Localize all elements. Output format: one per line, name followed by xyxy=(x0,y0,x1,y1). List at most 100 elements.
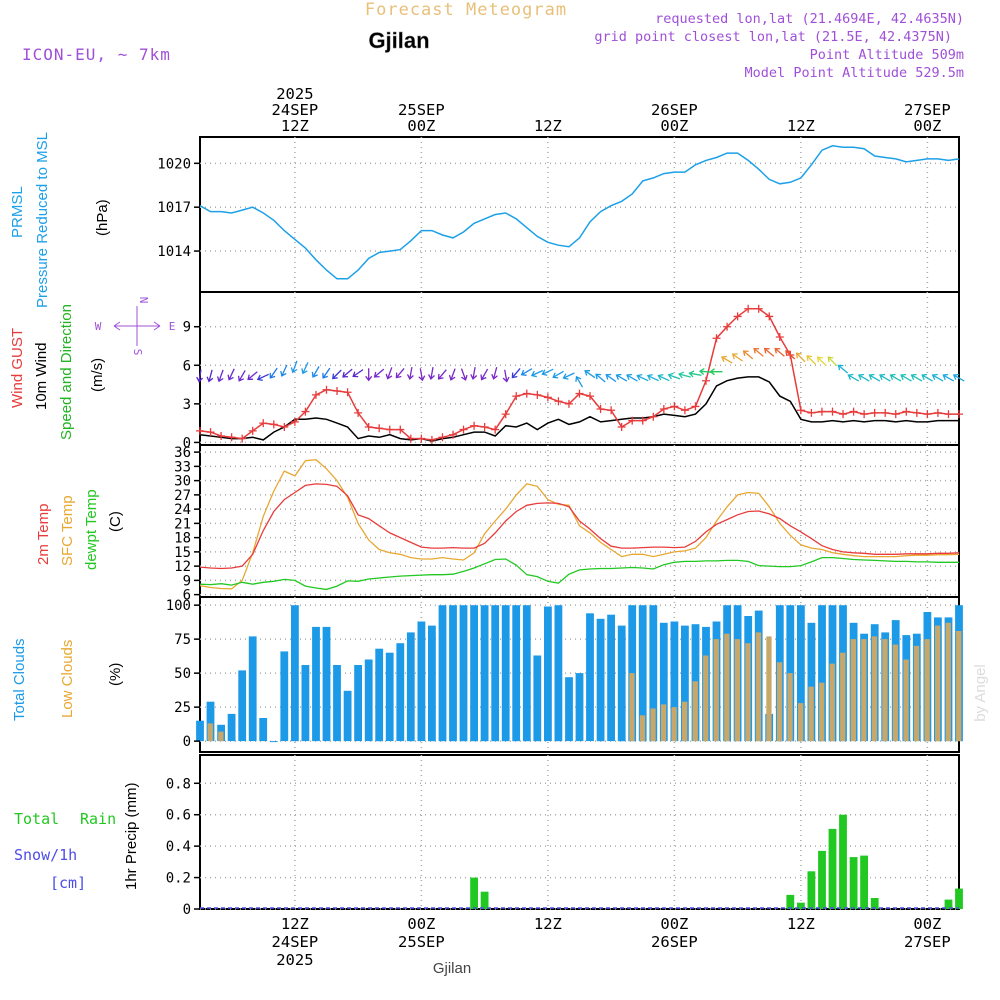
gridpoint-coords: grid point closest lon,lat (21.5E, 42.43… xyxy=(594,29,952,45)
gust-marker xyxy=(311,390,320,399)
low-cloud-bar xyxy=(787,673,793,742)
wind-direction-arrow xyxy=(952,373,965,382)
total-cloud-bar xyxy=(638,605,647,742)
gust-marker xyxy=(385,425,394,434)
footer-location: Gjilan xyxy=(433,960,471,977)
total-cloud-bar xyxy=(512,605,521,742)
low-cloud-bar xyxy=(808,686,814,742)
low-cloud-bar xyxy=(935,625,941,742)
gust-marker xyxy=(891,410,900,419)
y-tick-label: 9 xyxy=(183,573,191,589)
wind-label-direction: Speed and Direction xyxy=(58,304,75,440)
time-tick-label-bottom: 12Z xyxy=(281,915,309,933)
clouds-label-low: Low Clouds xyxy=(59,640,76,718)
total-cloud-bar xyxy=(459,605,468,742)
time-tick-label-bottom: 12Z xyxy=(787,915,815,933)
gust-marker xyxy=(828,407,837,416)
y-tick-label: 30 xyxy=(174,474,191,490)
wind-direction-arrow xyxy=(470,366,478,380)
location-title: Gjilan xyxy=(368,28,429,53)
time-tick-label-top: 12Z xyxy=(534,117,562,135)
gust-marker xyxy=(944,410,953,419)
y-tick-label: 50 xyxy=(174,666,191,682)
total-cloud-bar xyxy=(480,605,489,742)
low-cloud-bar xyxy=(945,622,951,742)
time-tick-label-bottom: 25SEP xyxy=(398,933,445,951)
low-cloud-bar xyxy=(840,652,846,742)
gust-marker xyxy=(354,408,363,417)
wind-direction-arrow xyxy=(709,368,723,376)
gust-marker xyxy=(417,434,426,443)
total-cloud-bar xyxy=(818,605,826,742)
precip-bar xyxy=(480,891,489,909)
gust-marker xyxy=(617,423,626,431)
wind-direction-arrow xyxy=(520,368,533,376)
wind-direction-arrow xyxy=(530,369,544,378)
gust-marker xyxy=(744,304,753,313)
precip-bar xyxy=(807,871,816,909)
wind-direction-arrow xyxy=(827,356,838,367)
total-cloud-bar xyxy=(533,655,542,742)
wind-direction-arrow xyxy=(575,375,584,388)
forecast-title: Forecast Meteogram xyxy=(365,0,567,20)
wind-direction-arrow xyxy=(352,369,364,378)
gust-marker xyxy=(322,385,331,394)
total-cloud-bar xyxy=(375,648,384,742)
gust-marker xyxy=(333,387,342,395)
y-tick-label: 1014 xyxy=(157,244,191,260)
time-tick-label-top: 25SEP xyxy=(398,101,445,119)
gust-marker xyxy=(543,393,552,402)
wind-direction-arrow xyxy=(502,369,510,383)
wind-direction-arrow xyxy=(731,353,743,362)
precip-bar xyxy=(839,814,847,909)
precip-bar xyxy=(944,899,953,909)
precip-label-total: Total xyxy=(14,810,59,828)
low-cloud-bar xyxy=(713,639,719,742)
gust-marker xyxy=(955,410,963,419)
gust-marker xyxy=(364,423,373,431)
total-cloud-bar xyxy=(575,673,584,742)
precip-bar xyxy=(955,888,963,909)
time-tick-label-top: 12Z xyxy=(281,117,309,135)
wind-direction-arrow xyxy=(785,350,796,360)
wind-direction-arrow xyxy=(237,370,246,382)
gust-marker xyxy=(765,312,774,321)
gust-marker xyxy=(554,397,563,406)
precip-panel-frame xyxy=(199,754,960,910)
total-cloud-bar xyxy=(301,665,310,742)
clouds-label-total: Total Clouds xyxy=(11,638,28,721)
gust-marker xyxy=(491,425,500,434)
gust-marker xyxy=(343,388,352,397)
wind-direction-arrow xyxy=(332,369,342,380)
wind-direction-arrow xyxy=(269,367,278,379)
total-cloud-bar xyxy=(470,605,478,742)
temp-label-dewpt: dewpt Temp xyxy=(83,489,100,570)
wind-direction-arrow xyxy=(626,373,638,382)
gust-marker xyxy=(259,419,268,428)
wind-direction-arrow xyxy=(753,347,764,357)
total-cloud-bar xyxy=(659,622,668,742)
y-tick-label: 1020 xyxy=(157,156,191,172)
total-cloud-bar xyxy=(227,713,236,742)
gust-marker xyxy=(849,407,858,416)
gust-marker xyxy=(280,423,289,431)
precip-label-snow: Snow/1h xyxy=(14,846,77,864)
total-cloud-bar xyxy=(259,718,268,742)
wind-direction-arrow xyxy=(460,368,468,381)
wind-direction-arrow xyxy=(365,368,373,382)
precip-bar xyxy=(786,894,795,909)
gust-marker xyxy=(691,402,700,411)
wind-direction-arrow xyxy=(816,356,827,367)
time-tick-label-bottom: 00Z xyxy=(660,915,688,933)
wind-direction-arrow xyxy=(256,373,269,382)
total-cloud-bar xyxy=(670,621,679,742)
wind-direction-arrow xyxy=(406,366,414,380)
gust-marker xyxy=(817,407,826,416)
wind-direction-arrow xyxy=(541,368,554,376)
total-cloud-bar xyxy=(343,690,352,742)
wind-direction-arrow xyxy=(667,372,681,380)
wind-direction-arrow xyxy=(795,352,806,363)
low-cloud-bar xyxy=(956,631,962,742)
time-tick-label-top: 2025 xyxy=(276,85,313,103)
